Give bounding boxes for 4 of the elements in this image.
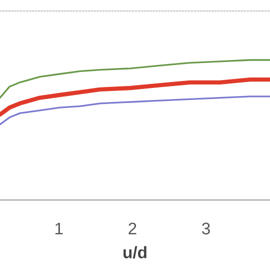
- x-tick-label: 1: [55, 222, 63, 234]
- x-tick-label: 2: [128, 222, 136, 234]
- x-axis-title: u/d: [124, 246, 146, 259]
- x-tick-label: 3: [202, 222, 210, 234]
